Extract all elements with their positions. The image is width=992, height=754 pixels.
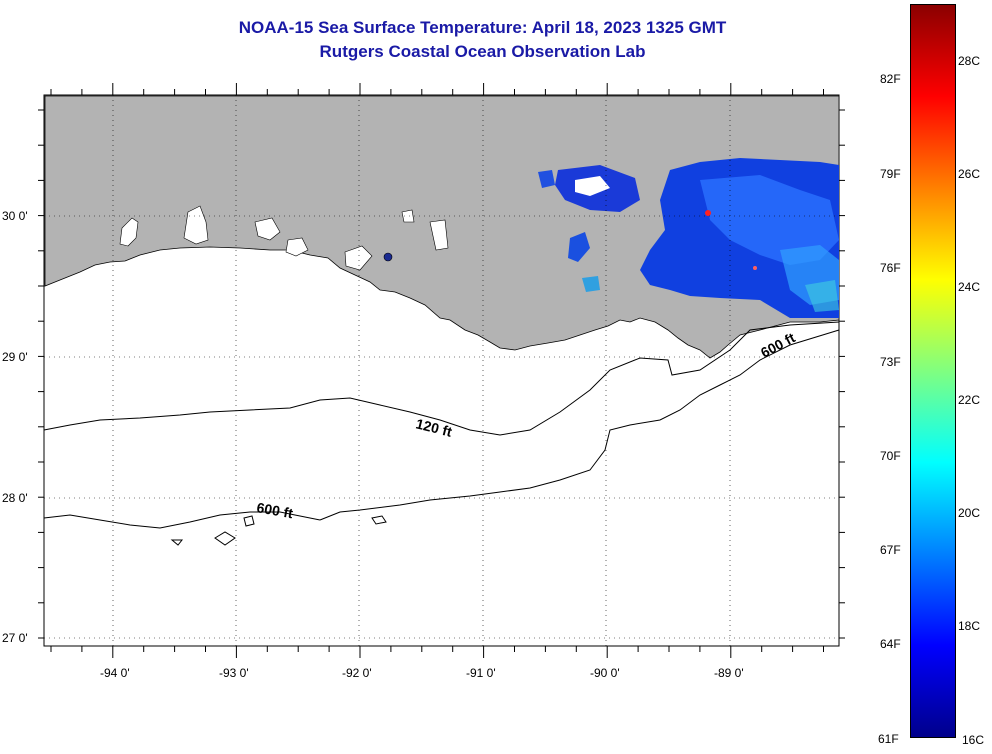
cb-c-28: 28C bbox=[958, 54, 981, 68]
cb-f-82: 82F bbox=[880, 72, 901, 86]
cb-f-67: 67F bbox=[880, 543, 901, 557]
cb-f-76: 76F bbox=[880, 261, 901, 275]
cb-f-64: 64F bbox=[880, 637, 901, 651]
contour-120ft bbox=[43, 321, 840, 436]
lon-label-93: -93 0' bbox=[219, 666, 249, 680]
cb-f-79: 79F bbox=[880, 167, 901, 181]
cb-f-73: 73F bbox=[880, 355, 901, 369]
cb-f-61: 61F bbox=[878, 732, 899, 746]
lon-label-91: -91 0' bbox=[466, 666, 496, 680]
lon-label-89: -89 0' bbox=[714, 666, 744, 680]
cb-c-24: 24C bbox=[958, 280, 981, 294]
sst-data-patch bbox=[538, 158, 839, 318]
axis-ticks bbox=[38, 83, 845, 658]
cb-c-20: 20C bbox=[958, 506, 981, 520]
lon-label-94: -94 0' bbox=[100, 666, 130, 680]
lat-label-27: 27 0' bbox=[2, 631, 28, 645]
inland-lakes bbox=[119, 205, 449, 271]
chart-subtitle: Rutgers Coastal Ocean Observation Lab bbox=[319, 42, 646, 61]
lon-label-90: -90 0' bbox=[590, 666, 620, 680]
bathymetry-contours bbox=[43, 321, 840, 546]
contour-label-600ft-west: 600 ft bbox=[255, 499, 294, 521]
lat-label-29: 29 0' bbox=[2, 350, 28, 364]
cb-c-26: 26C bbox=[958, 167, 981, 181]
contour-600ft-east bbox=[319, 329, 840, 521]
cb-c-16: 16C bbox=[962, 733, 985, 747]
chart-title: NOAA-15 Sea Surface Temperature: April 1… bbox=[238, 18, 727, 37]
temperature-colorbar bbox=[910, 4, 956, 738]
cb-f-70: 70F bbox=[880, 449, 901, 463]
cb-c-22: 22C bbox=[958, 393, 981, 407]
grid-lines bbox=[44, 95, 839, 646]
lat-label-30: 30 0' bbox=[2, 209, 28, 223]
contour-600ft-west bbox=[43, 511, 321, 529]
lon-label-92: -92 0' bbox=[342, 666, 372, 680]
cb-c-18: 18C bbox=[958, 619, 981, 633]
lat-label-28: 28 0' bbox=[2, 491, 28, 505]
